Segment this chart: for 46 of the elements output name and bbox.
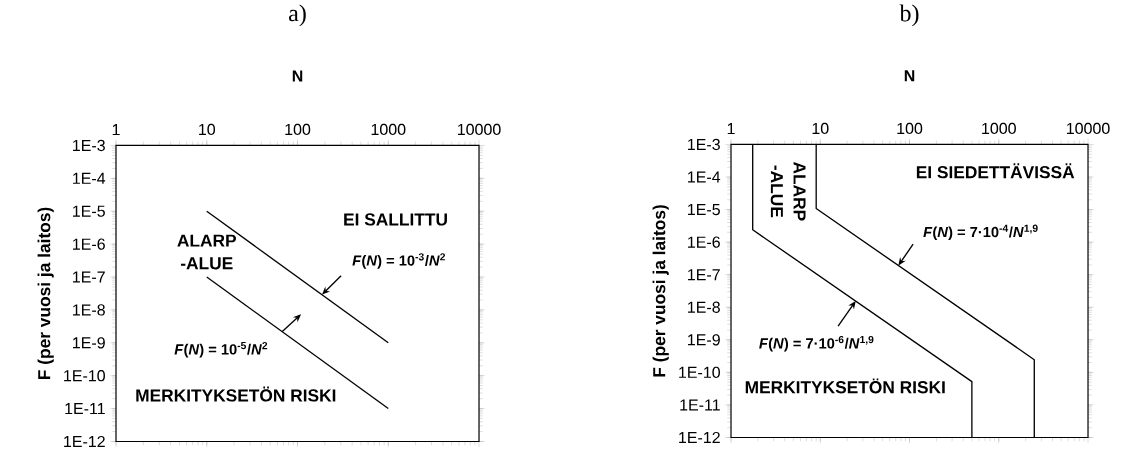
- annotation: ALARP -ALUE: [770, 161, 806, 221]
- y-tick-label: 1E-6: [688, 236, 720, 248]
- x-tick-label: 100: [285, 123, 311, 135]
- x-axis-title: N: [904, 69, 915, 81]
- y-tick-label: 1E-4: [73, 172, 106, 184]
- x-tick-label: 100: [897, 122, 923, 134]
- annotation: F(N) = 10$^{-3}$/N$^{2}$: [352, 252, 446, 269]
- y-axis-title: F (per vuosi ja laitos): [37, 207, 54, 379]
- annotation: F(N) = 7·10$^{-6}$/N$^{1,9}$: [759, 335, 874, 352]
- y-tick-label: 1E-7: [688, 268, 720, 280]
- annotation: F(N) = 7·10$^{-4}$/N$^{1,9}$: [923, 224, 1038, 240]
- y-tick-label: 1E-10: [679, 366, 720, 378]
- chart-title: a): [289, 4, 306, 26]
- annotation: EI SIEDETTÄVISSÄ: [916, 163, 1075, 179]
- y-tick-label: 1E-3: [688, 138, 720, 150]
- chart-title: b): [899, 4, 919, 27]
- x-axis-title: N: [292, 70, 303, 82]
- y-tick-label: 1E-5: [73, 205, 105, 217]
- annotation: F(N) = 10$^{-5}$/N$^{2}$: [174, 341, 268, 358]
- y-axis-title: F (per vuosi ja laitos): [652, 204, 669, 377]
- y-tick-label: 1E-3: [73, 139, 105, 151]
- x-tick-label: 1000: [371, 123, 406, 135]
- y-tick-label: 1E-4: [688, 171, 721, 183]
- annotation: MERKITYKSETÖN RISKI: [745, 378, 945, 394]
- y-tick-label: 1E-9: [688, 333, 720, 346]
- y-tick-label: 1E-8: [73, 304, 105, 316]
- x-tick-label: 1: [727, 122, 735, 134]
- y-tick-label: 1E-12: [64, 435, 105, 447]
- annotation: MERKITYKSETÖN RISKI: [136, 386, 336, 402]
- x-tick-label: 1000: [982, 122, 1016, 134]
- y-tick-label: 1E-6: [73, 238, 105, 250]
- x-tick-label: 10000: [457, 123, 501, 135]
- annotation: ALARP -ALUE: [177, 234, 237, 270]
- y-tick-label: 1E-11: [680, 399, 720, 411]
- x-tick-label: 10: [812, 122, 829, 134]
- y-tick-label: 1E-7: [73, 271, 105, 283]
- x-tick-label: 10: [199, 123, 216, 135]
- annotation: EI SALLITTU: [344, 213, 447, 226]
- y-tick-label: 1E-10: [64, 369, 105, 382]
- y-tick-label: 1E-8: [688, 301, 720, 313]
- x-tick-label: 1: [112, 123, 120, 135]
- y-tick-label: 1E-11: [65, 402, 105, 414]
- x-tick-label: 10000: [1066, 122, 1110, 134]
- y-tick-label: 1E-12: [679, 431, 720, 443]
- y-tick-label: 1E-5: [688, 203, 720, 215]
- y-tick-label: 1E-9: [73, 336, 105, 349]
